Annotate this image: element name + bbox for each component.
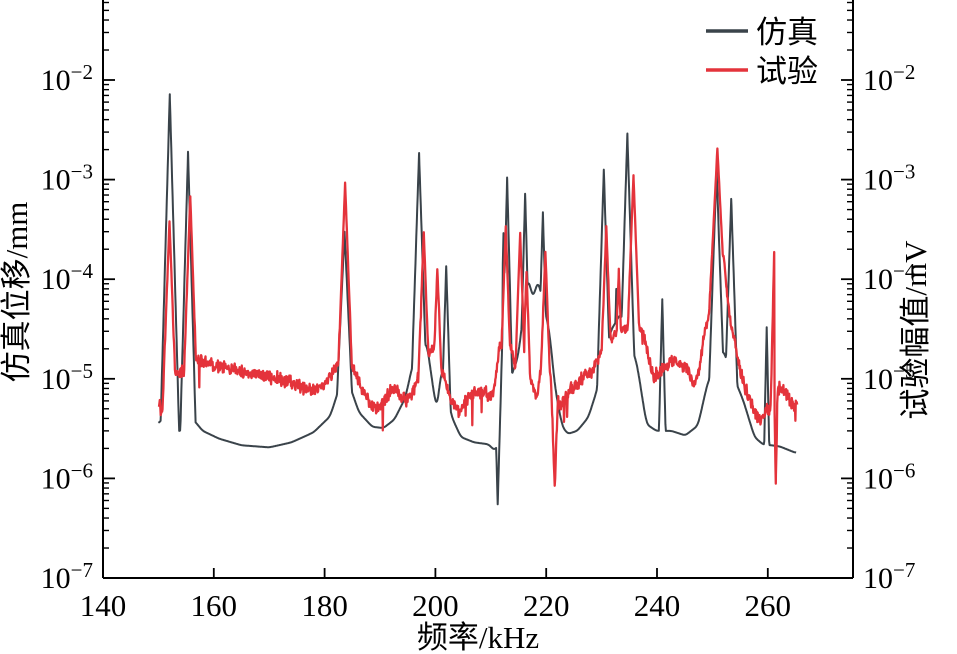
x-tick-label: 220 bbox=[523, 588, 570, 623]
y-tick-label: 10−4 bbox=[863, 259, 916, 296]
y-tick-label: 10−6 bbox=[41, 458, 93, 495]
y-tick-label: 10−4 bbox=[41, 259, 94, 296]
y-tick-label: 10−3 bbox=[863, 160, 915, 197]
y-left-axis-label: 仿真位移/mm bbox=[0, 202, 34, 383]
x-tick-label: 200 bbox=[412, 588, 459, 623]
legend-label-experiment: 试验 bbox=[756, 54, 818, 89]
axes bbox=[102, 0, 854, 579]
tick-labels: 140 160 180 200 220 240 260 10−2 10−2 10−3 10−3 10−… bbox=[41, 60, 916, 623]
y-tick-label: 10−7 bbox=[863, 558, 915, 595]
simulation-curve bbox=[157, 93, 797, 506]
y-tick-label: 10−3 bbox=[41, 160, 93, 197]
experiment-curve bbox=[157, 147, 799, 487]
y-tick-label: 10−6 bbox=[863, 458, 915, 495]
curves bbox=[157, 93, 799, 506]
x-axis-label: 频率/kHz bbox=[417, 620, 539, 654]
legend: 仿真 试验 bbox=[706, 15, 818, 89]
y-right-axis-label: 试验幅值/mV bbox=[898, 240, 933, 420]
x-tick-label: 260 bbox=[745, 588, 792, 623]
y-tick-label: 10−2 bbox=[863, 60, 915, 97]
x-tick-label: 140 bbox=[80, 588, 127, 623]
y-tick-label: 10−2 bbox=[41, 60, 93, 97]
y-tick-label: 10−5 bbox=[41, 359, 93, 396]
y-tick-label: 10−5 bbox=[863, 359, 915, 396]
x-tick-label: 180 bbox=[301, 588, 348, 623]
legend-label-simulation: 仿真 bbox=[756, 15, 818, 50]
y-tick-label: 10−7 bbox=[41, 558, 93, 595]
x-tick-label: 160 bbox=[191, 588, 238, 623]
x-tick-label: 240 bbox=[634, 588, 681, 623]
